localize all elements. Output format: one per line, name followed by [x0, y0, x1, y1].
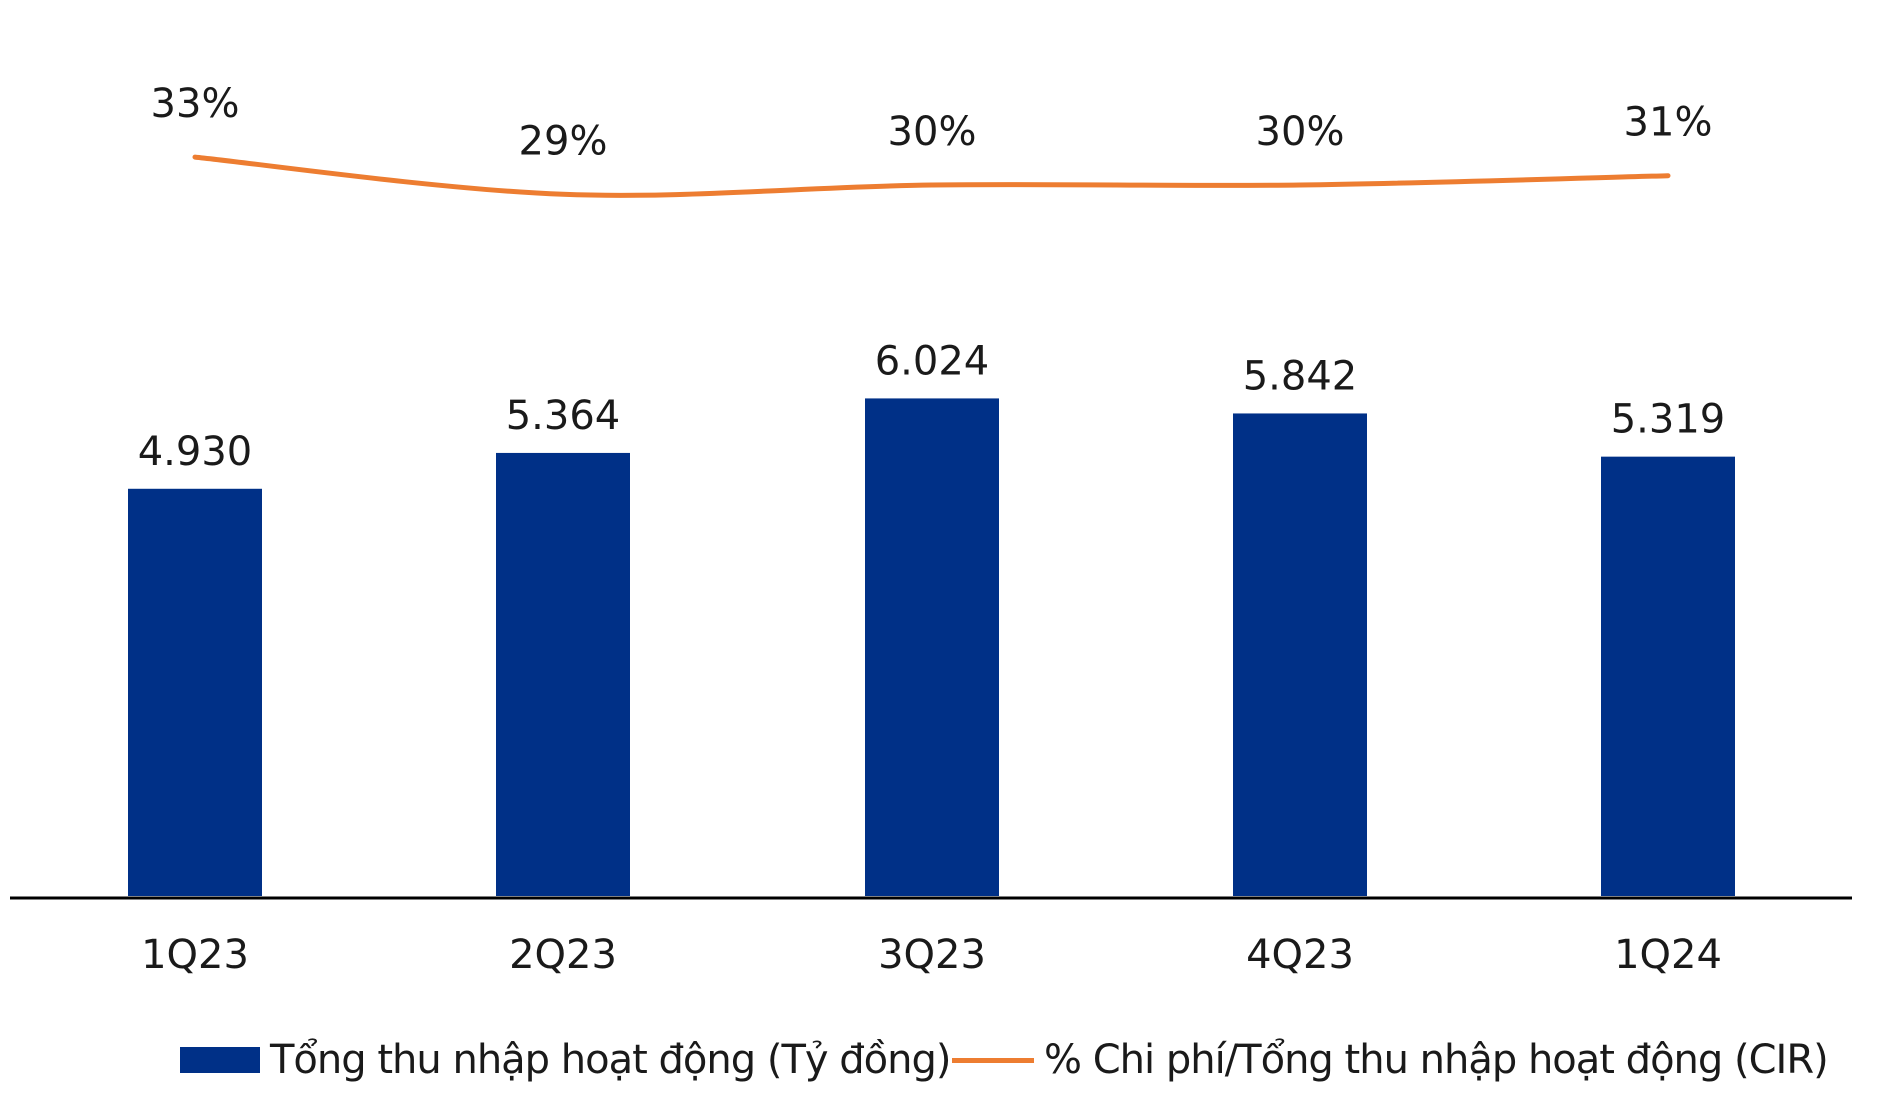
- x-tick-label: 4Q23: [1246, 932, 1354, 978]
- legend-swatch-line: [952, 1057, 1034, 1063]
- legend-item-line: % Chi phí/Tổng thu nhập hoạt động (CIR): [952, 1030, 1829, 1090]
- line-value-label: 30%: [1256, 109, 1345, 155]
- legend: Tổng thu nhập hoạt động (Tỷ đồng) % Chi …: [0, 1030, 1880, 1090]
- bar-2Q23: [496, 452, 630, 896]
- x-tick-label: 1Q24: [1614, 932, 1722, 978]
- bar-4Q23: [1233, 413, 1367, 896]
- legend-label-bar: Tổng thu nhập hoạt động (Tỷ đồng): [270, 1037, 951, 1083]
- bar-1Q24: [1601, 456, 1735, 896]
- line-value-label: 31%: [1624, 100, 1713, 146]
- bar-value-label: 5.319: [1611, 397, 1726, 443]
- bar-value-label: 5.842: [1243, 353, 1358, 399]
- x-tick-label: 1Q23: [141, 932, 249, 978]
- bar-3Q23: [865, 398, 999, 896]
- bar-1Q23: [128, 488, 262, 896]
- combo-chart: 4.930 5.364 6.024 5.842 5.319 33% 29% 30% 30% 31…: [10, 81, 1852, 978]
- legend-item-bar: Tổng thu nhập hoạt động (Tỷ đồng): [180, 1030, 951, 1090]
- legend-label-line: % Chi phí/Tổng thu nhập hoạt động (CIR): [1044, 1037, 1829, 1083]
- line-value-label: 29%: [519, 118, 608, 164]
- x-tick-label: 3Q23: [878, 932, 986, 978]
- bar-series: 4.930 5.364 6.024 5.842 5.319: [128, 338, 1735, 896]
- cir-line: [192, 154, 1671, 198]
- x-tick-label: 2Q23: [509, 932, 617, 978]
- bar-value-label: 4.930: [138, 429, 253, 475]
- bar-value-label: 6.024: [875, 338, 990, 384]
- legend-swatch-bar: [180, 1047, 260, 1073]
- bar-value-label: 5.364: [506, 393, 621, 439]
- line-series: 33% 29% 30% 30% 31%: [151, 81, 1713, 198]
- line-value-label: 33%: [151, 81, 240, 127]
- x-axis-tick-labels: 1Q23 2Q23 3Q23 4Q23 1Q24: [141, 932, 1722, 978]
- line-value-label: 30%: [888, 109, 977, 155]
